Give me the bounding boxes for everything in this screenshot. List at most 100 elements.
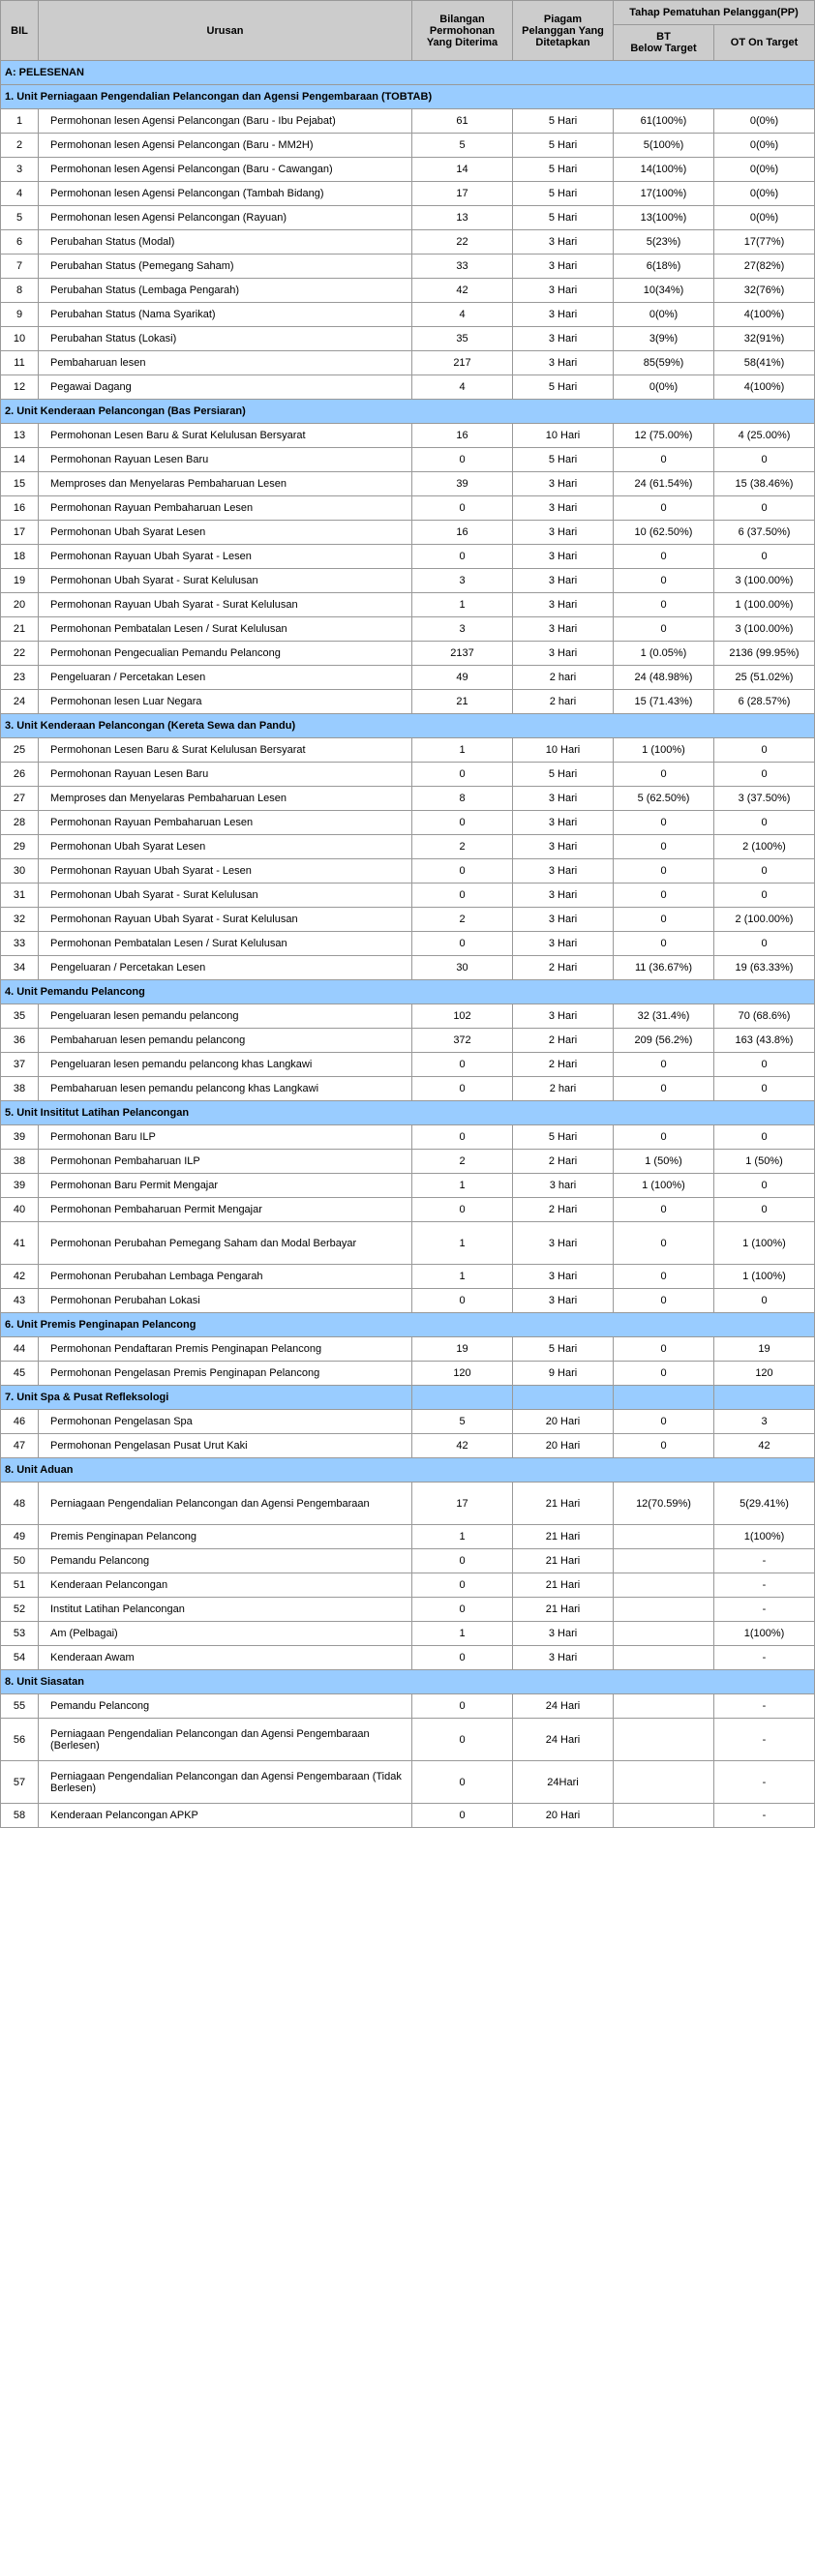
- cell-bilangan: 1: [412, 1265, 513, 1289]
- cell-bil: 38: [1, 1077, 39, 1101]
- table-row: 2Permohonan lesen Agensi Pelancongan (Ba…: [1, 134, 815, 158]
- table-row: 18Permohonan Rayuan Ubah Syarat - Lesen0…: [1, 545, 815, 569]
- cell-piagam: 3 Hari: [513, 787, 614, 811]
- cell-bt: 209 (56.2%): [614, 1029, 714, 1053]
- table-row: 30Permohonan Rayuan Ubah Syarat - Lesen0…: [1, 859, 815, 884]
- section-header: 1. Unit Perniagaan Pengendalian Pelancon…: [1, 85, 815, 109]
- cell-bt: 24 (61.54%): [614, 472, 714, 496]
- cell-bil: 53: [1, 1622, 39, 1646]
- cell-bil: 43: [1, 1289, 39, 1313]
- cell-urusan: Perubahan Status (Modal): [39, 230, 412, 255]
- cell-bil: 38: [1, 1150, 39, 1174]
- cell-piagam: 3 hari: [513, 1174, 614, 1198]
- table-row: 39Permohonan Baru ILP05 Hari00: [1, 1125, 815, 1150]
- cell-bil: 36: [1, 1029, 39, 1053]
- cell-ot: 0(0%): [714, 206, 815, 230]
- cell-urusan: Permohonan Rayuan Pembaharuan Lesen: [39, 496, 412, 521]
- cell-urusan: Permohonan Rayuan Lesen Baru: [39, 763, 412, 787]
- cell-bil: 57: [1, 1761, 39, 1804]
- cell-piagam: 3 Hari: [513, 1289, 614, 1313]
- cell-bt: 1 (100%): [614, 1174, 714, 1198]
- cell-ot: 3 (100.00%): [714, 569, 815, 593]
- cell-bil: 41: [1, 1222, 39, 1265]
- cell-bt: 14(100%): [614, 158, 714, 182]
- cell-piagam: 3 Hari: [513, 1222, 614, 1265]
- cell-bilangan: 0: [412, 932, 513, 956]
- table-row: 16Permohonan Rayuan Pembaharuan Lesen03 …: [1, 496, 815, 521]
- cell-ot: 1 (100%): [714, 1265, 815, 1289]
- cell-urusan: Permohonan lesen Agensi Pelancongan (Bar…: [39, 134, 412, 158]
- cell-ot: 70 (68.6%): [714, 1004, 815, 1029]
- cell-bilangan: 0: [412, 1694, 513, 1719]
- cell-bil: 21: [1, 617, 39, 642]
- cell-bt: 10 (62.50%): [614, 521, 714, 545]
- section-title: 1. Unit Perniagaan Pengendalian Pelancon…: [1, 85, 815, 109]
- cell-bilangan: 21: [412, 690, 513, 714]
- table-row: 58Kenderaan Pelancongan APKP020 Hari-: [1, 1804, 815, 1828]
- cell-bt: [614, 1549, 714, 1573]
- cell-bt: 12(70.59%): [614, 1483, 714, 1525]
- header-ot: OT On Target: [714, 25, 815, 61]
- cell-bil: 32: [1, 908, 39, 932]
- cell-urusan: Permohonan Rayuan Lesen Baru: [39, 448, 412, 472]
- cell-bil: 31: [1, 884, 39, 908]
- cell-bt: 85(59%): [614, 351, 714, 375]
- header-tahap: Tahap Pematuhan Pelanggan(PP): [614, 1, 815, 25]
- cell-urusan: Permohonan Pembaharuan ILP: [39, 1150, 412, 1174]
- cell-bt: 0: [614, 1265, 714, 1289]
- cell-ot: -: [714, 1598, 815, 1622]
- cell-bil: 33: [1, 932, 39, 956]
- cell-bt: [614, 1525, 714, 1549]
- cell-bil: 2: [1, 134, 39, 158]
- cell-piagam: 3 Hari: [513, 569, 614, 593]
- cell-bt: 0: [614, 859, 714, 884]
- cell-bil: 44: [1, 1337, 39, 1362]
- cell-bilangan: 0: [412, 1125, 513, 1150]
- cell-bilangan: 5: [412, 1410, 513, 1434]
- cell-bt: 5(23%): [614, 230, 714, 255]
- table-row: 11Pembaharuan lesen2173 Hari85(59%)58(41…: [1, 351, 815, 375]
- cell-bilangan: 102: [412, 1004, 513, 1029]
- table-row: 51Kenderaan Pelancongan021 Hari-: [1, 1573, 815, 1598]
- cell-ot: 2 (100%): [714, 835, 815, 859]
- cell-bt: [614, 1622, 714, 1646]
- cell-piagam: 3 Hari: [513, 1004, 614, 1029]
- cell-bilangan: 3: [412, 569, 513, 593]
- cell-ot: 17(77%): [714, 230, 815, 255]
- table-row: 38Permohonan Pembaharuan ILP22 Hari1 (50…: [1, 1150, 815, 1174]
- cell-bil: 49: [1, 1525, 39, 1549]
- cell-urusan: Perniagaan Pengendalian Pelancongan dan …: [39, 1719, 412, 1761]
- cell-ot: 32(91%): [714, 327, 815, 351]
- cell-bil: 35: [1, 1004, 39, 1029]
- cell-bilangan: 49: [412, 666, 513, 690]
- table-row: 35Pengeluaran lesen pemandu pelancong102…: [1, 1004, 815, 1029]
- section-empty-cell: [614, 1386, 714, 1410]
- cell-ot: 0: [714, 932, 815, 956]
- cell-piagam: 5 Hari: [513, 109, 614, 134]
- cell-bil: 28: [1, 811, 39, 835]
- cell-bil: 1: [1, 109, 39, 134]
- cell-bt: 5(100%): [614, 134, 714, 158]
- cell-bt: 3(9%): [614, 327, 714, 351]
- cell-ot: 0: [714, 763, 815, 787]
- cell-ot: 0: [714, 859, 815, 884]
- cell-piagam: 2 Hari: [513, 956, 614, 980]
- cell-piagam: 3 Hari: [513, 884, 614, 908]
- cell-bilangan: 0: [412, 1719, 513, 1761]
- cell-ot: 25 (51.02%): [714, 666, 815, 690]
- table-row: 42Permohonan Perubahan Lembaga Pengarah1…: [1, 1265, 815, 1289]
- table-row: 22Permohonan Pengecualian Pemandu Pelanc…: [1, 642, 815, 666]
- cell-bilangan: 1: [412, 1174, 513, 1198]
- cell-bil: 37: [1, 1053, 39, 1077]
- cell-ot: 1 (50%): [714, 1150, 815, 1174]
- cell-ot: 4 (25.00%): [714, 424, 815, 448]
- cell-urusan: Permohonan Pembatalan Lesen / Surat Kelu…: [39, 932, 412, 956]
- cell-bilangan: 33: [412, 255, 513, 279]
- header-bil: BIL: [1, 1, 39, 61]
- cell-bilangan: 0: [412, 496, 513, 521]
- cell-ot: 6 (28.57%): [714, 690, 815, 714]
- cell-bil: 24: [1, 690, 39, 714]
- cell-bil: 18: [1, 545, 39, 569]
- cell-bilangan: 0: [412, 1573, 513, 1598]
- cell-ot: 120: [714, 1362, 815, 1386]
